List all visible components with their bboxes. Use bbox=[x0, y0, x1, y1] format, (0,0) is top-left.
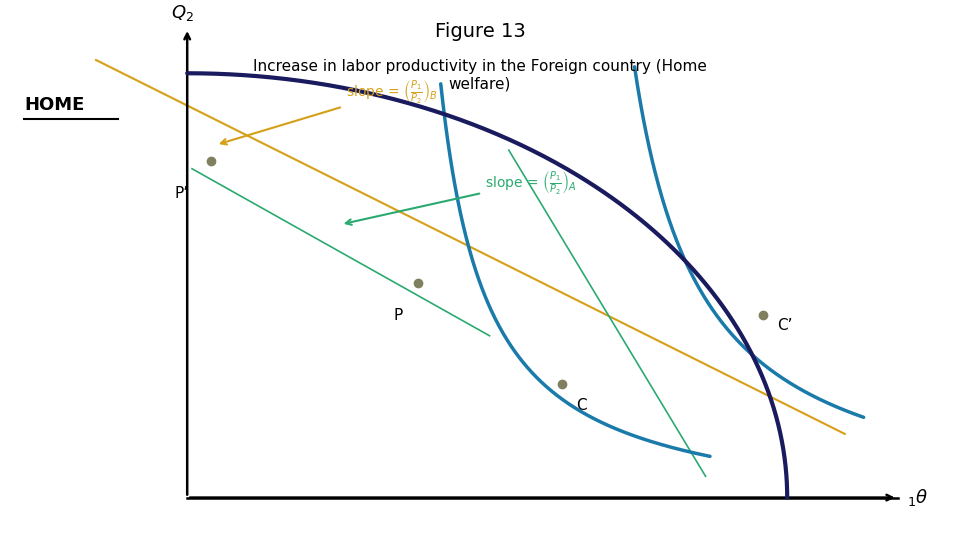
Text: slope = $\left(\frac{P_1}{P_2}\right)_A$: slope = $\left(\frac{P_1}{P_2}\right)_A$ bbox=[346, 168, 576, 225]
Text: C’: C’ bbox=[778, 319, 793, 334]
Text: Figure 13: Figure 13 bbox=[435, 22, 525, 40]
Text: C: C bbox=[576, 398, 587, 413]
Text: P’: P’ bbox=[175, 186, 189, 201]
Text: $Q_2$: $Q_2$ bbox=[171, 3, 194, 23]
Text: slope = $\left(\frac{P_1}{P_2}\right)_B$: slope = $\left(\frac{P_1}{P_2}\right)_B$ bbox=[221, 78, 438, 144]
Text: P: P bbox=[394, 308, 403, 323]
Text: HOME: HOME bbox=[24, 96, 84, 114]
Text: $_1\theta$: $_1\theta$ bbox=[907, 487, 928, 508]
Text: Increase in labor productivity in the Foreign country (Home
welfare): Increase in labor productivity in the Fo… bbox=[253, 59, 707, 92]
